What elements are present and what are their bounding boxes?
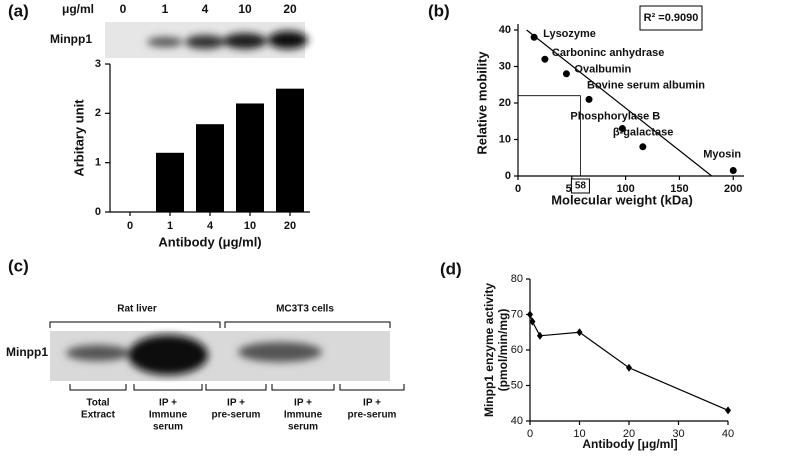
y-tick-label: 0 (505, 170, 511, 182)
panel-label: (d) (440, 259, 462, 278)
annotation-box (639, 5, 703, 31)
bar (276, 88, 304, 212)
x-axis-label: Molecular weight (kDa) (551, 192, 693, 207)
y-tick-label: 0 (95, 206, 101, 218)
bar (236, 103, 264, 212)
lane-label: pre-serum (212, 410, 261, 421)
y-tick-label: 20 (499, 97, 511, 109)
lane-label: pre-serum (348, 410, 397, 421)
x-tick-label: 30 (672, 428, 684, 440)
blot-lane: 1 (162, 2, 169, 16)
x-tick-label: 10 (244, 220, 256, 232)
y-tick-label: 80 (511, 273, 523, 285)
x-axis-label: Antibody [μg/ml] (582, 437, 677, 451)
lane-label: Immune (149, 410, 188, 421)
blot-lane: 20 (283, 2, 297, 16)
row-label: Minpp1 (6, 345, 48, 359)
x-tick-label: 10 (573, 428, 585, 440)
bar (156, 152, 184, 212)
y-tick-label: 30 (499, 60, 511, 72)
point (562, 70, 570, 78)
lane-label: IP + (227, 398, 245, 409)
x-tick-label: 0 (515, 183, 521, 195)
annotation: R² =0.9090 (644, 12, 699, 24)
lane-label: IP + (294, 398, 312, 409)
point (729, 167, 737, 175)
point-label: Phosphorylase B (570, 110, 660, 122)
point-label: Bovine serum albumin (587, 79, 705, 91)
lane-label: serum (288, 422, 318, 433)
y-tick-label: 40 (499, 24, 511, 36)
lane-label: Immune (284, 410, 323, 421)
bar (196, 124, 224, 212)
point (639, 143, 647, 151)
blot-label: Minpp1 (50, 32, 92, 46)
y-tick-label: 3 (95, 58, 101, 70)
lane-label: serum (153, 422, 183, 433)
x-tick-label: 20 (623, 428, 635, 440)
x-tick-label: 4 (207, 220, 214, 232)
marker (536, 331, 543, 340)
point-label: Ovalbumin (574, 64, 631, 76)
blot-lane: 0 (120, 2, 127, 16)
point (530, 33, 538, 41)
panel-label: (a) (8, 1, 29, 20)
marker (626, 363, 632, 372)
y-axis-label: Arbitary unit (71, 99, 86, 177)
blot-lane: 4 (202, 2, 209, 16)
x-tick-label: 40 (722, 428, 734, 440)
y-tick-label: 40 (511, 415, 523, 427)
x-tick-label: 100 (616, 183, 634, 195)
point-label: Carboninc anhydrase (552, 47, 664, 59)
series-line (529, 314, 729, 411)
marker (527, 310, 533, 319)
blot-unit: μg/ml (62, 2, 94, 16)
marker (576, 328, 583, 337)
point (585, 95, 593, 103)
y-tick-label: 2 (95, 107, 101, 119)
highlight-label: 58 (575, 181, 587, 192)
y-tick-label: 50 (511, 379, 523, 391)
x-tick-label: 1 (167, 220, 173, 232)
panel-label: (c) (8, 256, 29, 275)
x-tick-label: 0 (127, 220, 133, 232)
y-axis-label: Minpp1 enzyme activity (482, 283, 496, 417)
y-tick-label: 10 (499, 133, 511, 145)
lane-label: Total (86, 398, 109, 409)
group-label: Rat liver (117, 304, 157, 315)
point (541, 55, 549, 63)
y-tick-label: 1 (95, 157, 101, 169)
point-label: Myosin (703, 148, 741, 160)
lane-label: IP + (159, 398, 177, 409)
panel-label: (b) (428, 1, 450, 20)
axes (529, 279, 728, 422)
point-label: β-galactase (613, 127, 674, 139)
group-label: MC3T3 cells (276, 304, 334, 315)
x-tick-label: 200 (724, 183, 742, 195)
y-tick-label: 70 (511, 308, 523, 320)
y-tick-label: 60 (511, 344, 523, 356)
bands-a (147, 31, 308, 49)
point (618, 125, 626, 133)
x-tick-label: 150 (670, 183, 688, 195)
brackets-c (49, 321, 405, 391)
point-label: Lysozyme (543, 28, 596, 40)
guide-line (518, 95, 581, 176)
lane-label: IP + (363, 398, 381, 409)
lane-label: Extract (81, 410, 116, 421)
x-tick-label: 0 (527, 428, 533, 440)
highlight-box (570, 178, 590, 194)
x-axis-label: Antibody (μg/ml) (158, 234, 261, 249)
marker (529, 317, 536, 326)
marker (725, 406, 731, 415)
bands-c (66, 335, 322, 375)
x-tick-label: 20 (284, 220, 296, 232)
y-axis-label: (pmol/min/mg) (496, 309, 510, 392)
y-axis-label: Relative mobility (474, 51, 489, 155)
fit-line (526, 29, 713, 177)
blot-lane: 10 (238, 2, 252, 16)
